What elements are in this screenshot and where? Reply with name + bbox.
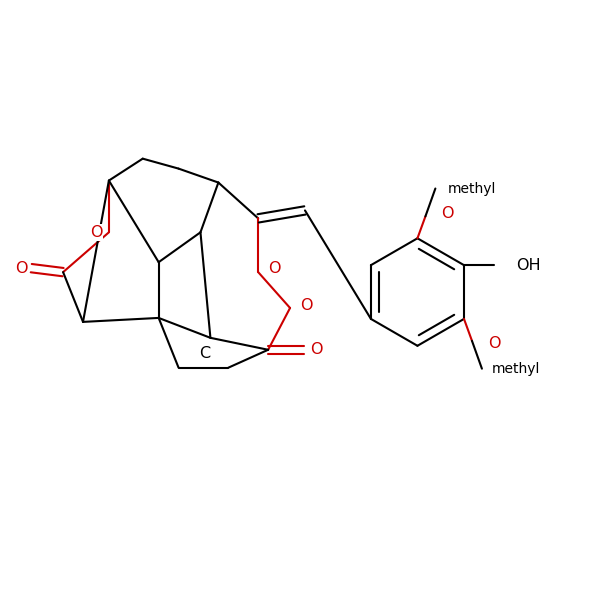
Text: O: O bbox=[268, 260, 280, 275]
Text: C: C bbox=[199, 346, 210, 361]
Text: methyl: methyl bbox=[448, 182, 496, 196]
Text: methyl: methyl bbox=[492, 362, 540, 376]
Text: O: O bbox=[310, 342, 322, 357]
Text: O: O bbox=[488, 336, 500, 351]
Text: OH: OH bbox=[516, 257, 541, 272]
Text: O: O bbox=[442, 206, 454, 221]
Text: O: O bbox=[89, 225, 102, 240]
Text: O: O bbox=[15, 260, 28, 275]
Text: O: O bbox=[300, 298, 312, 313]
